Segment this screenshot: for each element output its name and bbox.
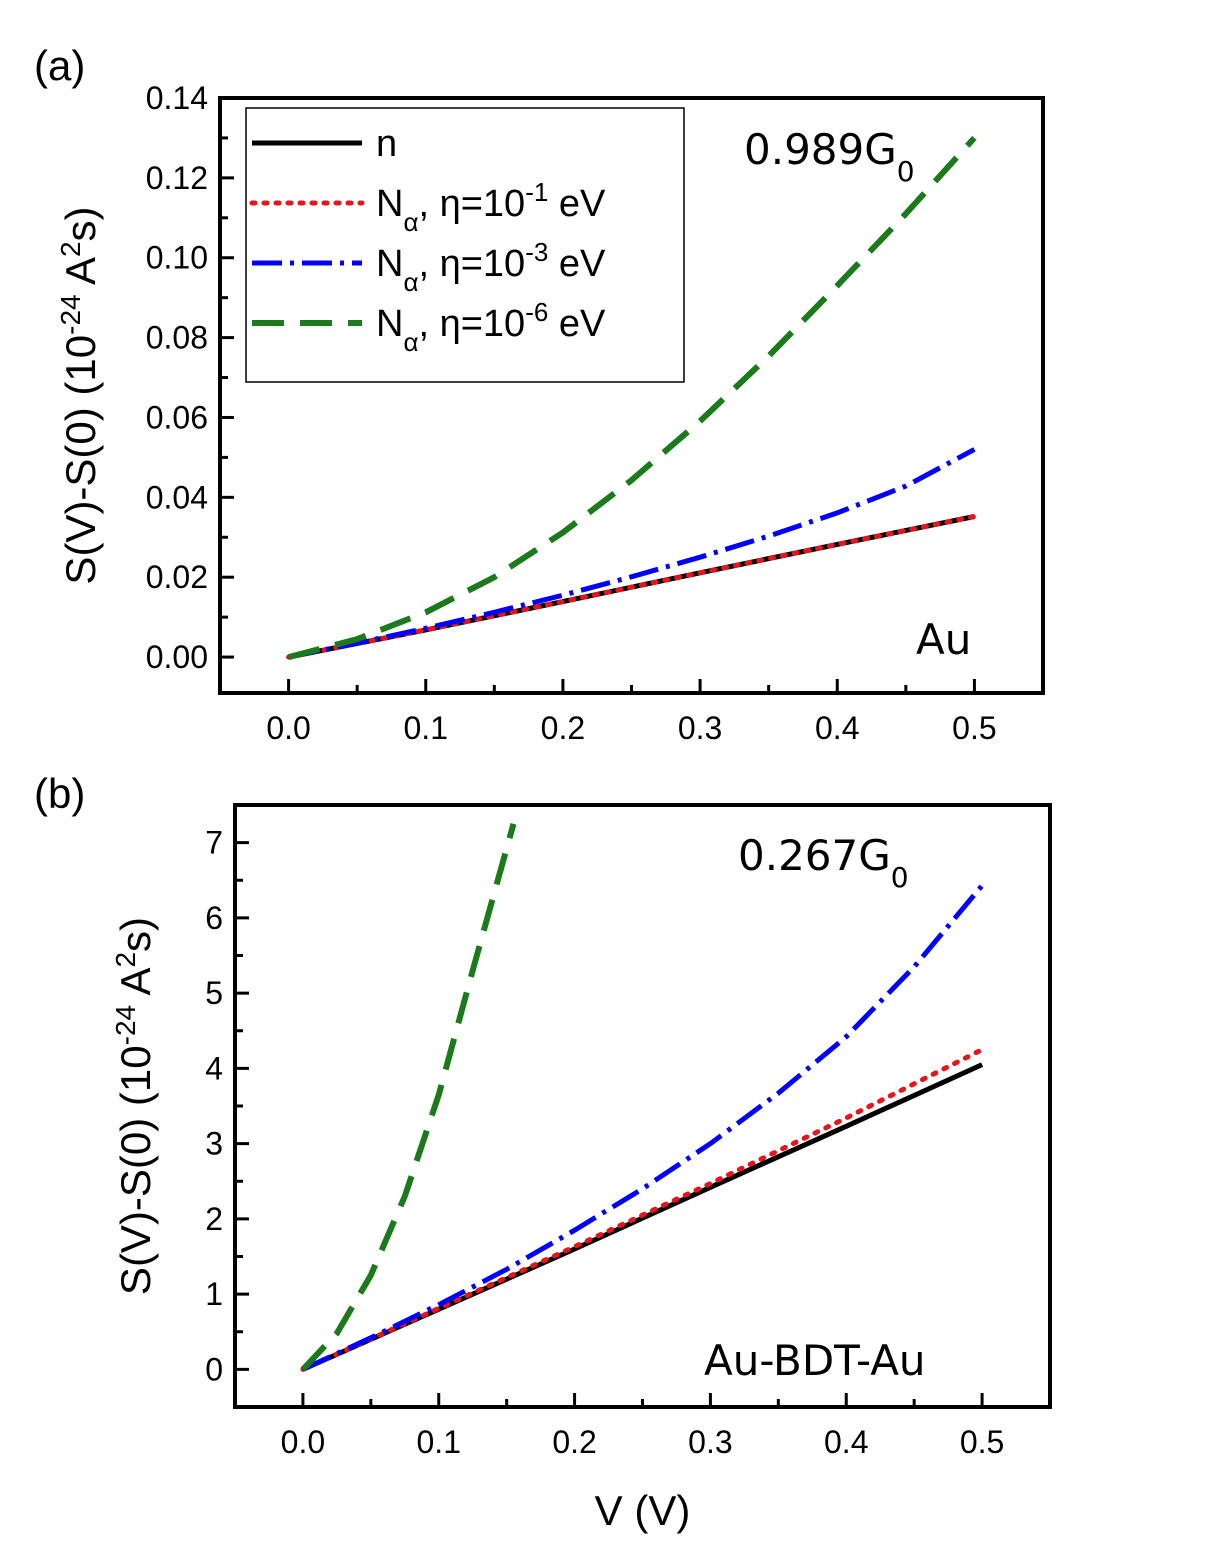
legend-box [245,107,685,383]
legend-entry-label: Nα, η=10-1 eV [376,177,606,237]
x-tick-label: 0.5 [952,710,996,746]
legend-sup: -6 [525,297,548,327]
y-tick-label: 2 [205,1201,223,1237]
legend-sup: -3 [525,237,548,267]
series-line-dash [300,822,517,1372]
series-line-dashdot [288,447,976,660]
conductance-annotation: 0.989G0 [744,125,915,188]
y-tick-label: 3 [205,1126,223,1162]
panel-a: 0.0 0.1 0.2 0.3 0.4 0.5 0.00 0.02 0.04 0.06 0.08 0.… [34,42,1045,746]
y-label-text: A [57,257,104,294]
legend-main: N [376,243,403,285]
conductance-subscript: 0 [891,861,909,894]
legend-main: n [376,123,397,165]
y-tick-label: 0.14 [146,80,208,116]
y-label-text: s) [57,206,104,241]
y-tick-label: 0.10 [146,240,208,276]
x-tick-label: 0.2 [541,710,585,746]
x-tick-label: 0.3 [678,710,722,746]
legend-sub: α [403,207,418,237]
conductance-subscript: 0 [897,155,915,188]
legend-sub: α [403,267,418,297]
legend-tail: eV [548,183,606,225]
legend-entry-label: n [376,123,397,165]
material-annotation: Au [916,615,971,664]
x-tick-label: 0.0 [281,1424,325,1460]
y-label-text: S(V)-S(0) (10 [57,335,104,585]
x-tick-label: 0.1 [417,1424,461,1460]
panel-b: 0.0 0.1 0.2 0.3 0.4 0.5 0 1 2 3 4 5 6 7 (b) S(V)-S(0) (… [34,770,1052,1534]
y-tick-label: 0.06 [146,399,208,435]
panel-label: (b) [34,770,85,817]
x-axis-label: V (V) [595,1487,691,1534]
y-tick-label: 1 [205,1276,223,1312]
legend-mid: , η=10 [418,243,525,285]
y-label-text: S(V)-S(0) (10 [112,1045,159,1295]
y-label-sup: -24 [110,1005,141,1045]
x-tick-label: 0.4 [824,1424,868,1460]
legend-main: N [376,183,403,225]
y-tick-label: 0.12 [146,160,208,196]
y-label-sup: 2 [110,952,141,968]
legend-mid: , η=10 [418,183,525,225]
y-tick-label: 0.00 [146,639,208,675]
legend-entry-label: Nα, η=10-6 eV [376,297,606,357]
x-tick-label: 0.3 [688,1424,732,1460]
y-axis-label: S(V)-S(0) (10-24 A2s) [55,206,105,584]
x-tick-label: 0.1 [404,710,448,746]
legend-main: N [376,303,403,345]
x-tick-label: 0.5 [960,1424,1004,1460]
y-axis-label: S(V)-S(0) (10-24 A2s) [110,917,160,1295]
plot-frame [233,803,1052,1409]
y-label-text: s) [112,917,159,952]
conductance-value: 0.989G [744,125,897,174]
y-tick-label: 5 [205,975,223,1011]
legend-tail: eV [548,243,606,285]
y-label-sup: -24 [55,294,86,334]
legend-sub: α [403,327,418,357]
y-tick-label: 6 [205,900,223,936]
y-tick-label: 0.08 [146,320,208,356]
conductance-annotation: 0.267G0 [738,831,909,894]
legend-sup: -1 [525,177,548,207]
x-tick-label: 0.2 [552,1424,596,1460]
y-label-sup: 2 [55,241,86,257]
y-tick-label: 0 [205,1351,223,1387]
series-line-dash [287,135,977,661]
series-group [286,135,977,661]
series-line-dashdot [301,883,985,1372]
y-tick-label: 7 [205,825,223,861]
material-annotation: Au-BDT-Au [704,1336,926,1385]
series-line-dot [300,1047,985,1372]
y-tick-label: 0.04 [146,479,208,515]
panel-label: (a) [34,42,85,89]
conductance-value: 0.267G [738,831,891,880]
legend-entry-label: Nα, η=10-3 eV [376,237,606,297]
y-label-text: A [112,968,159,1005]
y-tick-label: 4 [205,1050,223,1086]
x-tick-label: 0.0 [266,710,310,746]
series-line-dot [286,514,977,660]
legend-mid: , η=10 [418,303,525,345]
series-group [300,822,985,1372]
legend-tail: eV [548,303,606,345]
y-tick-label: 0.02 [146,559,208,595]
x-tick-label: 0.4 [815,710,859,746]
